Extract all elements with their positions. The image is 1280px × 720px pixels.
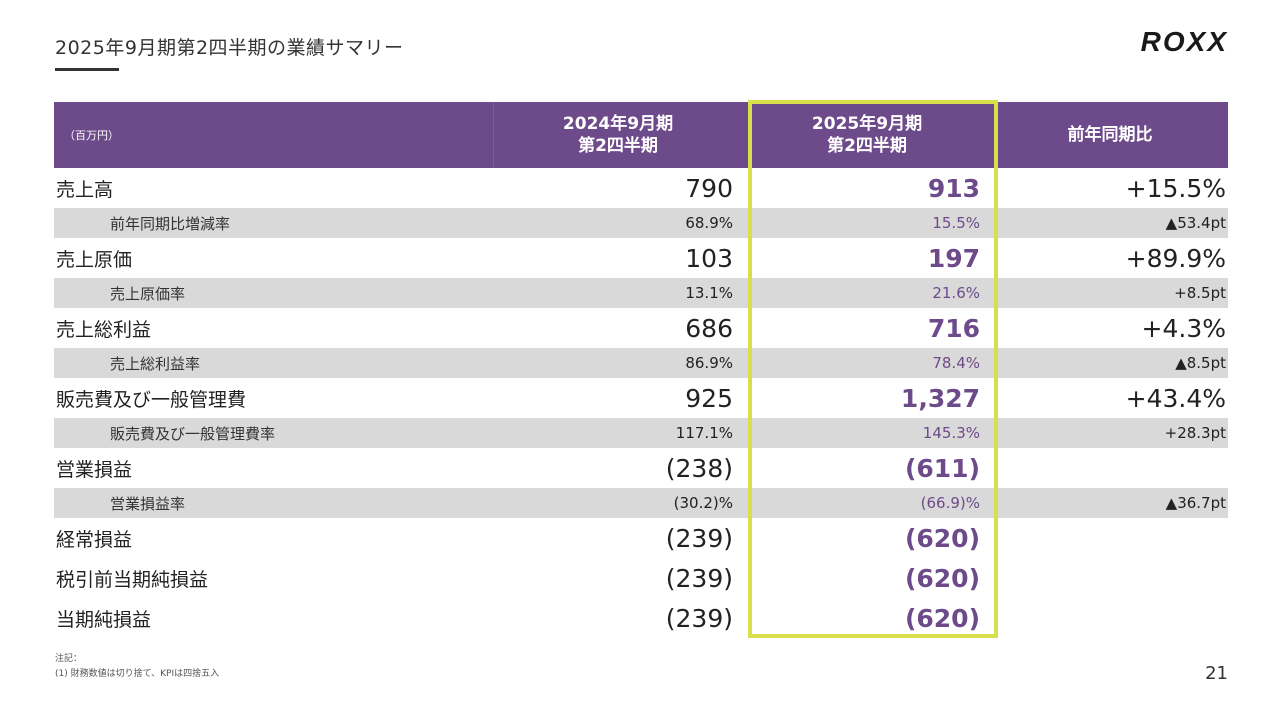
row-label: 営業損益 bbox=[56, 458, 133, 481]
value-2024: (30.2)% bbox=[673, 494, 733, 512]
header-2025-line2: 第2四半期 bbox=[827, 136, 907, 156]
value-yoy: +15.5% bbox=[1125, 173, 1226, 203]
value-2024: 686 bbox=[685, 313, 733, 343]
value-yoy: +89.9% bbox=[1125, 243, 1226, 273]
table-subrow: 前年同期比増減率 68.9% 15.5% ▲53.4pt bbox=[54, 208, 1228, 238]
results-summary-table: （百万円） 2024年9月期 第2四半期 2025年9月期 第2四半期 前年同期… bbox=[54, 102, 1228, 638]
table-subrow: 営業損益率 (30.2)% (66.9)% ▲36.7pt bbox=[54, 488, 1228, 518]
row-label: 当期純損益 bbox=[56, 608, 152, 631]
value-2024: 925 bbox=[685, 383, 733, 413]
header-2025-line1: 2025年9月期 bbox=[811, 114, 923, 134]
value-2025: 197 bbox=[927, 243, 980, 273]
value-yoy: ▲36.7pt bbox=[1165, 494, 1226, 512]
value-2024: (239) bbox=[665, 603, 733, 633]
row-label: 経常損益 bbox=[56, 528, 133, 551]
table-row: 税引前当期純損益 (239) (620) bbox=[54, 558, 1228, 598]
row-label: 売上総利益率 bbox=[110, 354, 201, 373]
value-2025: (620) bbox=[904, 563, 980, 593]
row-label: 売上原価 bbox=[56, 248, 133, 271]
value-2024: 117.1% bbox=[675, 424, 733, 442]
row-label: 売上原価率 bbox=[110, 284, 186, 303]
unit-label: （百万円） bbox=[54, 102, 494, 168]
value-yoy: +43.4% bbox=[1125, 383, 1226, 413]
table-body: 売上高 790 913 +15.5% 前年同期比増減率 68.9% 15.5% ▲53.4pt… bbox=[54, 168, 1228, 638]
value-2024: 103 bbox=[685, 243, 733, 273]
table-header-row: （百万円） 2024年9月期 第2四半期 2025年9月期 第2四半期 前年同期… bbox=[54, 102, 1228, 168]
title-underline bbox=[55, 68, 119, 71]
page-number: 21 bbox=[1205, 663, 1228, 684]
value-2025: 913 bbox=[927, 173, 980, 203]
row-label: 売上高 bbox=[56, 178, 114, 201]
value-2024: (239) bbox=[665, 563, 733, 593]
row-label: 売上総利益 bbox=[56, 318, 152, 341]
table-row: 販売費及び一般管理費 925 1,327 +43.4% bbox=[54, 378, 1228, 418]
header-2024-line1: 2024年9月期 bbox=[562, 114, 674, 134]
row-label: 税引前当期純損益 bbox=[56, 568, 209, 591]
value-2025: 145.3% bbox=[922, 424, 980, 442]
value-2024: 790 bbox=[685, 173, 733, 203]
value-2025: 716 bbox=[927, 313, 980, 343]
value-2024: 68.9% bbox=[685, 214, 733, 232]
value-2025: 78.4% bbox=[932, 354, 980, 372]
row-label: 販売費及び一般管理費 bbox=[56, 388, 247, 411]
slide-title: 2025年9月期第2四半期の業績サマリー bbox=[55, 37, 404, 59]
table-row: 売上高 790 913 +15.5% bbox=[54, 168, 1228, 208]
value-2024: (238) bbox=[665, 453, 733, 483]
value-2025: (66.9)% bbox=[920, 494, 980, 512]
table-row: 売上原価 103 197 +89.9% bbox=[54, 238, 1228, 278]
table-row: 経常損益 (239) (620) bbox=[54, 518, 1228, 558]
table-subrow: 売上原価率 13.1% 21.6% +8.5pt bbox=[54, 278, 1228, 308]
header-2025-q2: 2025年9月期 第2四半期 bbox=[742, 102, 992, 168]
table-row: 営業損益 (238) (611) bbox=[54, 448, 1228, 488]
header-2024-line2: 第2四半期 bbox=[578, 136, 658, 156]
value-yoy: +4.3% bbox=[1141, 313, 1226, 343]
value-yoy: ▲53.4pt bbox=[1165, 214, 1226, 232]
table-subrow: 売上総利益率 86.9% 78.4% ▲8.5pt bbox=[54, 348, 1228, 378]
value-2025: (620) bbox=[904, 523, 980, 553]
value-2024: 86.9% bbox=[685, 354, 733, 372]
value-2025: 1,327 bbox=[900, 383, 980, 413]
notes-heading: 注記： bbox=[55, 654, 83, 664]
value-2025: (620) bbox=[904, 603, 980, 633]
value-2024: 13.1% bbox=[685, 284, 733, 302]
value-2025: 15.5% bbox=[932, 214, 980, 232]
row-label: 販売費及び一般管理費率 bbox=[110, 424, 276, 443]
value-yoy: +8.5pt bbox=[1174, 284, 1226, 302]
value-2025: (611) bbox=[904, 453, 980, 483]
value-yoy: ▲8.5pt bbox=[1175, 354, 1226, 372]
row-label: 営業損益率 bbox=[110, 494, 186, 513]
header-yoy: 前年同期比 bbox=[1067, 125, 1153, 145]
header-2024-q2: 2024年9月期 第2四半期 bbox=[494, 102, 742, 168]
footnotes: 注記： (1) 財務数値は切り捨て、KPIは四捨五入 bbox=[55, 652, 219, 682]
table-row: 当期純損益 (239) (620) bbox=[54, 598, 1228, 638]
table-subrow: 販売費及び一般管理費率 117.1% 145.3% +28.3pt bbox=[54, 418, 1228, 448]
roxx-logo: ROXX bbox=[1140, 26, 1228, 57]
value-2025: 21.6% bbox=[932, 284, 980, 302]
value-yoy: +28.3pt bbox=[1164, 424, 1226, 442]
notes-line-1: (1) 財務数値は切り捨て、KPIは四捨五入 bbox=[55, 669, 220, 679]
table-row: 売上総利益 686 716 +4.3% bbox=[54, 308, 1228, 348]
row-label: 前年同期比増減率 bbox=[110, 214, 231, 233]
value-2024: (239) bbox=[665, 523, 733, 553]
